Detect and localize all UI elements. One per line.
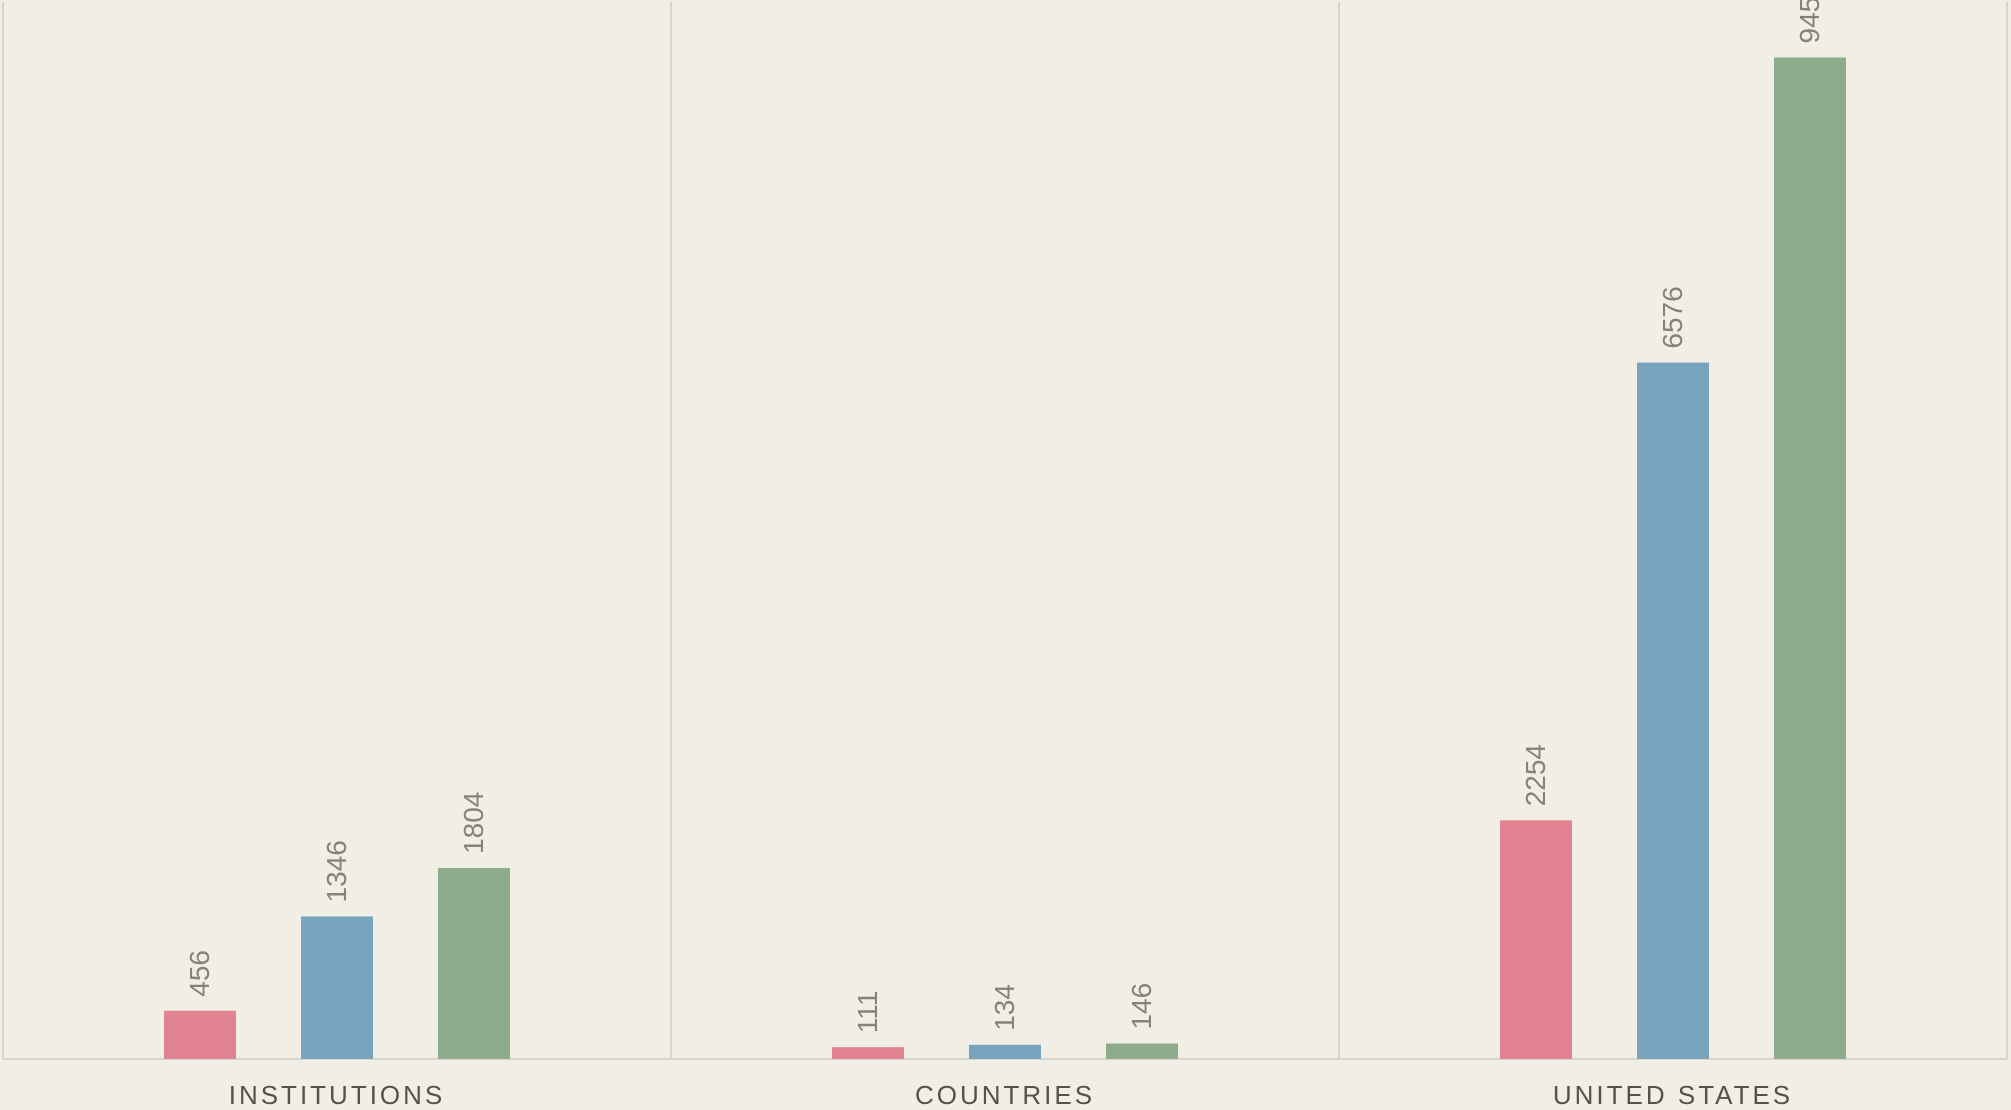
category-label: UNITED STATES	[1553, 1080, 1793, 1110]
value-label: 9457	[1794, 0, 1825, 44]
bar	[1500, 820, 1572, 1059]
bar	[164, 1010, 236, 1059]
value-label: 1346	[321, 840, 352, 902]
bar	[1774, 57, 1846, 1059]
bar	[832, 1047, 904, 1059]
bar	[1637, 362, 1709, 1060]
value-label: 1804	[458, 792, 489, 854]
value-label: 146	[1126, 983, 1157, 1030]
category-label: INSTITUTIONS	[229, 1080, 446, 1110]
bar	[438, 867, 510, 1059]
value-label: 2254	[1520, 744, 1551, 806]
bar	[301, 916, 373, 1059]
bar	[1106, 1043, 1178, 1059]
value-label: 456	[184, 950, 215, 997]
value-label: 111	[852, 991, 883, 1034]
value-label: 134	[989, 984, 1020, 1031]
value-label: 6576	[1657, 286, 1688, 348]
bar	[969, 1044, 1041, 1059]
category-label: COUNTRIES	[915, 1080, 1095, 1110]
